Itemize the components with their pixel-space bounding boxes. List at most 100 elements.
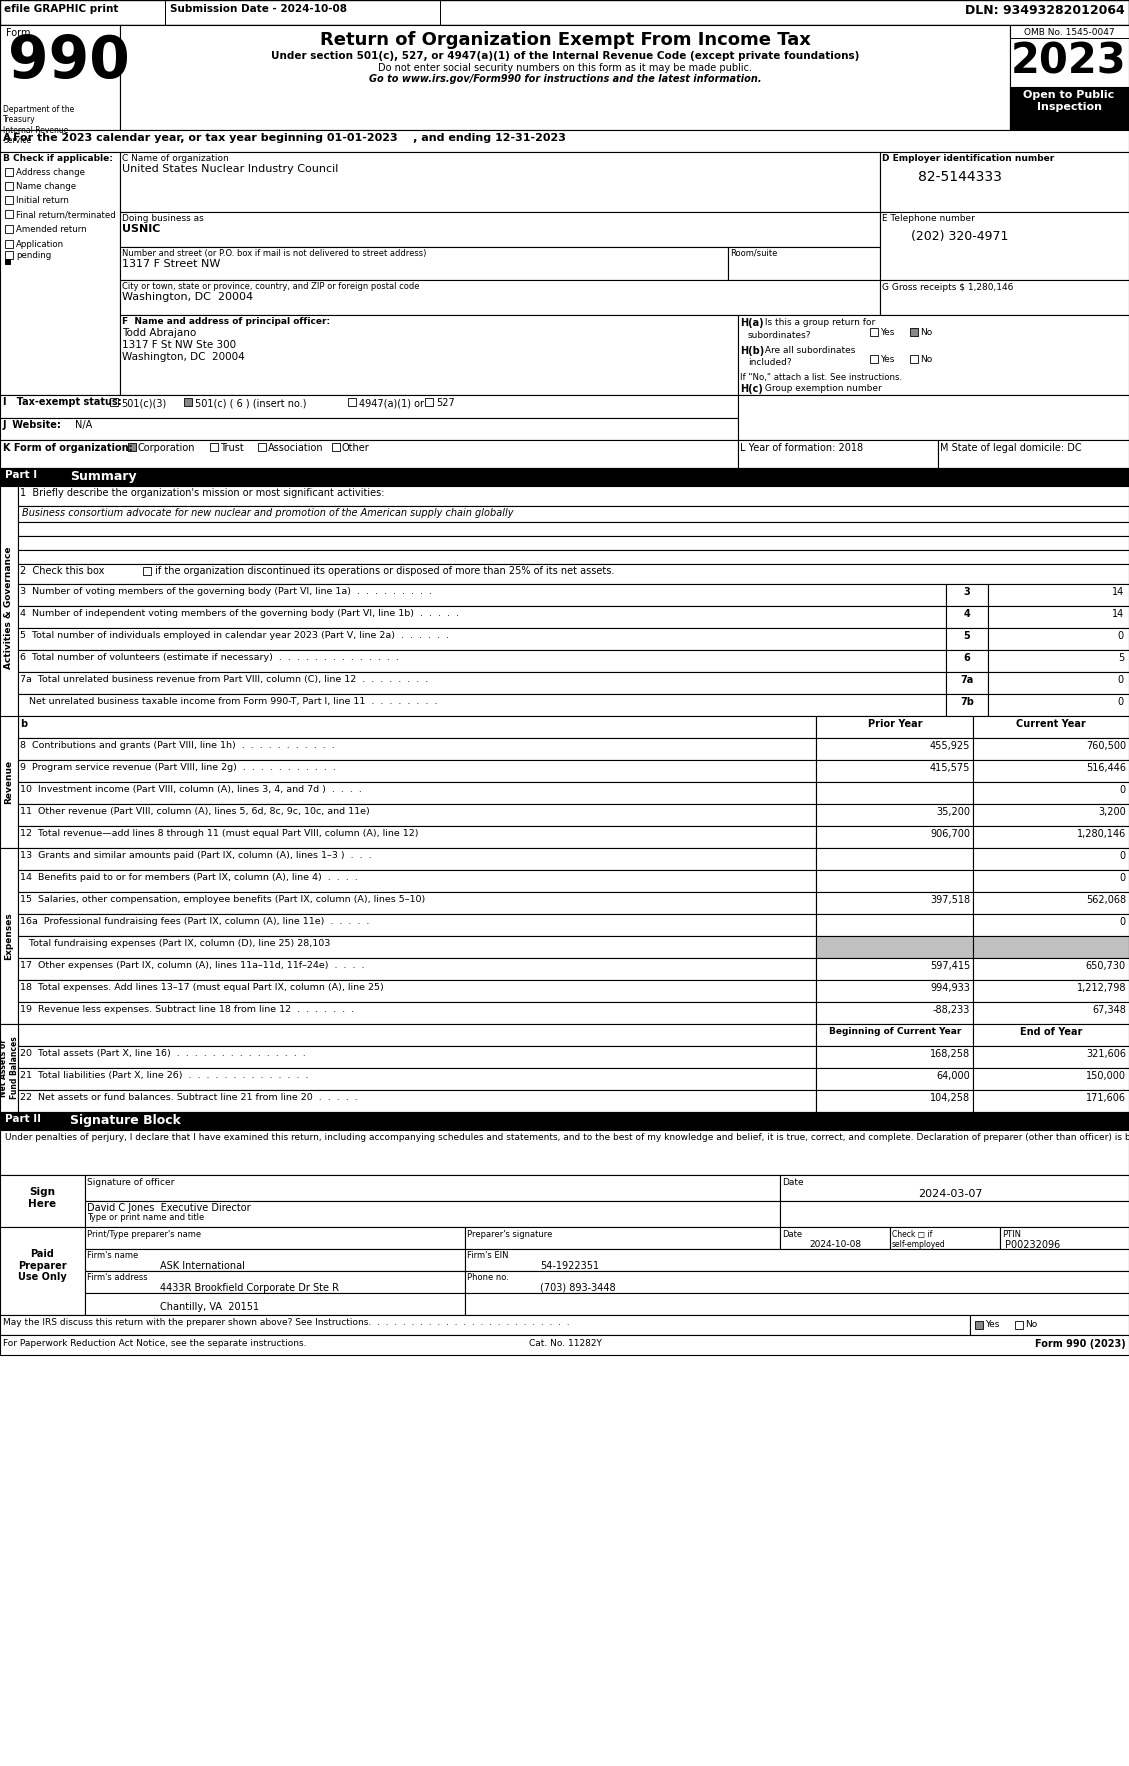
Text: OMB No. 1545-0047: OMB No. 1545-0047 <box>1024 28 1114 37</box>
Bar <box>816 892 973 915</box>
Bar <box>18 915 816 936</box>
Text: 150,000: 150,000 <box>1086 1070 1126 1081</box>
Bar <box>973 1024 1129 1045</box>
Text: H(c): H(c) <box>739 383 763 394</box>
Bar <box>0 396 738 419</box>
Bar <box>1015 1321 1023 1330</box>
Text: 321,606: 321,606 <box>1086 1049 1126 1060</box>
Bar <box>816 848 973 871</box>
Text: 12  Total revenue—add lines 8 through 11 (must equal Part VIII, column (A), line: 12 Total revenue—add lines 8 through 11 … <box>20 828 419 839</box>
Bar <box>18 1045 816 1068</box>
Text: 2023: 2023 <box>1012 41 1127 81</box>
Text: C Name of organization: C Name of organization <box>122 154 229 162</box>
Text: 11  Other revenue (Part VIII, column (A), lines 5, 6d, 8c, 9c, 10c, and 11e): 11 Other revenue (Part VIII, column (A),… <box>20 807 370 816</box>
Bar <box>5 224 14 233</box>
Text: No: No <box>920 355 933 364</box>
Text: 455,925: 455,925 <box>929 742 970 751</box>
Text: Net Assets or
Fund Balances: Net Assets or Fund Balances <box>0 1037 19 1100</box>
Text: Number and street (or P.O. box if mail is not delivered to street address): Number and street (or P.O. box if mail i… <box>122 249 427 258</box>
Bar <box>5 182 14 191</box>
Bar <box>18 871 816 892</box>
Bar <box>18 715 816 738</box>
Bar <box>946 606 988 629</box>
Bar <box>910 355 918 364</box>
Bar <box>18 826 816 848</box>
Text: if the organization discontinued its operations or disposed of more than 25% of : if the organization discontinued its ope… <box>152 565 614 576</box>
Bar <box>1010 25 1129 131</box>
Bar <box>18 523 1129 537</box>
Text: Summary: Summary <box>70 470 137 482</box>
Text: 0: 0 <box>1120 851 1126 862</box>
Text: K Form of organization:: K Form of organization: <box>3 443 132 454</box>
Text: B Check if applicable:: B Check if applicable: <box>3 154 113 162</box>
Text: 3: 3 <box>964 586 970 597</box>
Text: 2  Check this box: 2 Check this box <box>20 565 107 576</box>
Text: H(b): H(b) <box>739 346 764 357</box>
Text: Yes: Yes <box>879 355 894 364</box>
Text: 1,280,146: 1,280,146 <box>1077 828 1126 839</box>
Bar <box>465 1227 780 1249</box>
Text: Prior Year: Prior Year <box>868 719 922 729</box>
Bar <box>18 1024 816 1045</box>
Text: 2024-03-07: 2024-03-07 <box>918 1189 982 1199</box>
Text: Activities & Governance: Activities & Governance <box>5 547 14 669</box>
Text: 527: 527 <box>436 397 455 408</box>
Text: 906,700: 906,700 <box>930 828 970 839</box>
Bar <box>988 673 1129 694</box>
Text: 516,446: 516,446 <box>1086 763 1126 774</box>
Text: For Paperwork Reduction Act Notice, see the separate instructions.: For Paperwork Reduction Act Notice, see … <box>3 1339 306 1347</box>
Text: I   Tax-exempt status:: I Tax-exempt status: <box>3 397 122 406</box>
Text: 20  Total assets (Part X, line 16)  .  .  .  .  .  .  .  .  .  .  .  .  .  .  .: 20 Total assets (Part X, line 16) . . . … <box>20 1049 306 1058</box>
Text: 1317 F St NW Ste 300: 1317 F St NW Ste 300 <box>122 341 236 350</box>
Text: Do not enter social security numbers on this form as it may be made public.: Do not enter social security numbers on … <box>378 64 752 72</box>
Text: Net unrelated business taxable income from Form 990-T, Part I, line 11  .  .  . : Net unrelated business taxable income fr… <box>20 698 437 706</box>
Text: Cat. No. 11282Y: Cat. No. 11282Y <box>528 1339 602 1347</box>
Text: Application: Application <box>16 240 64 249</box>
Bar <box>973 1090 1129 1113</box>
Text: 4947(a)(1) or: 4947(a)(1) or <box>359 397 425 408</box>
Bar <box>973 1068 1129 1090</box>
Bar <box>879 281 1129 314</box>
Bar <box>348 397 356 406</box>
Text: P00232096: P00232096 <box>1005 1240 1060 1250</box>
Bar <box>85 1293 465 1316</box>
Bar <box>910 328 918 336</box>
Bar <box>128 443 135 450</box>
Bar <box>0 1316 970 1335</box>
Bar <box>988 585 1129 606</box>
Bar <box>816 804 973 826</box>
Text: 171,606: 171,606 <box>1086 1093 1126 1104</box>
Text: 14: 14 <box>1112 609 1124 620</box>
Bar <box>870 328 878 336</box>
Text: For the 2023 calendar year, or tax year beginning 01-01-2023    , and ending 12-: For the 2023 calendar year, or tax year … <box>14 132 566 143</box>
Bar <box>259 443 266 450</box>
Text: 1  Briefly describe the organization's mission or most significant activities:: 1 Briefly describe the organization's mi… <box>20 487 385 498</box>
Bar <box>0 1130 1129 1174</box>
Bar <box>18 804 816 826</box>
Text: David C Jones  Executive Director: David C Jones Executive Director <box>87 1203 251 1213</box>
Text: 8  Contributions and grants (Part VIII, line 1h)  .  .  .  .  .  .  .  .  .  .  : 8 Contributions and grants (Part VIII, l… <box>20 742 335 751</box>
Bar <box>465 1272 1129 1293</box>
Bar <box>973 892 1129 915</box>
Bar <box>946 694 988 715</box>
Bar <box>780 1201 1129 1227</box>
Text: 35,200: 35,200 <box>936 807 970 818</box>
Bar <box>143 567 151 576</box>
Text: 14  Benefits paid to or for members (Part IX, column (A), line 4)  .  .  .  .: 14 Benefits paid to or for members (Part… <box>20 872 358 881</box>
Bar <box>0 1335 1129 1355</box>
Text: 67,348: 67,348 <box>1092 1005 1126 1015</box>
Bar <box>0 486 18 729</box>
Bar <box>18 1001 816 1024</box>
Text: 16a  Professional fundraising fees (Part IX, column (A), line 11e)  .  .  .  .  : 16a Professional fundraising fees (Part … <box>20 917 369 925</box>
Bar <box>120 247 728 281</box>
Text: 0: 0 <box>1118 675 1124 685</box>
Bar <box>18 650 946 673</box>
Text: 54-1922351: 54-1922351 <box>540 1261 599 1272</box>
Bar <box>0 848 18 1024</box>
Text: Type or print name and title: Type or print name and title <box>87 1213 204 1222</box>
Bar <box>85 1201 780 1227</box>
Text: D Employer identification number: D Employer identification number <box>882 154 1054 162</box>
Text: 168,258: 168,258 <box>930 1049 970 1060</box>
Bar <box>973 871 1129 892</box>
Text: J  Website:: J Website: <box>3 420 62 429</box>
